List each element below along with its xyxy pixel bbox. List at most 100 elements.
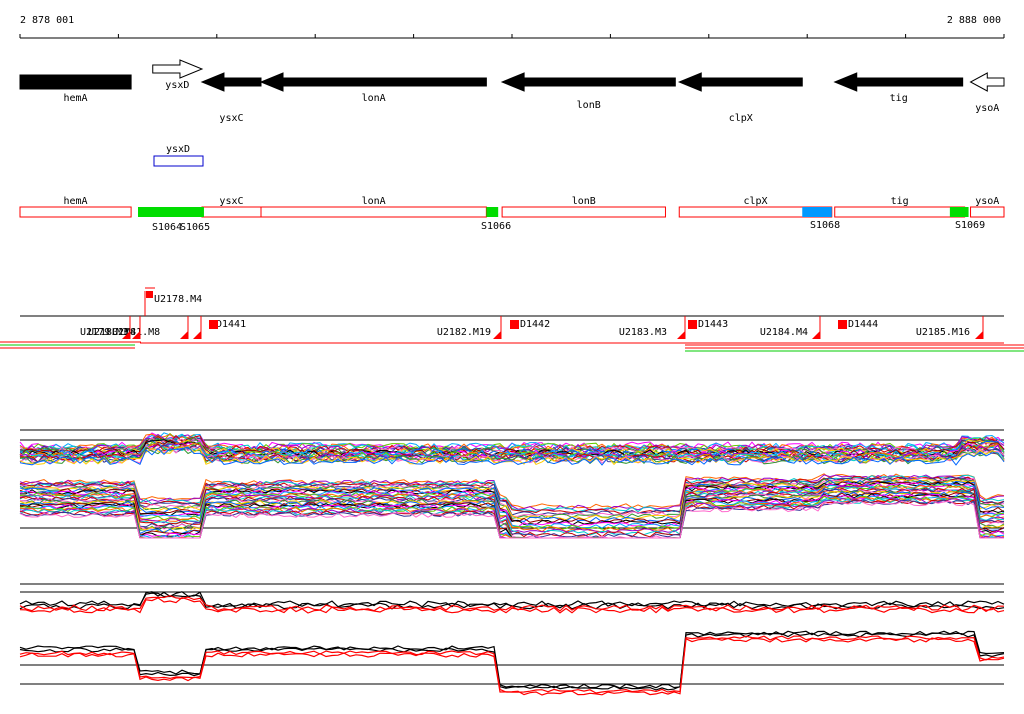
transcript-end-marker [132,331,140,339]
expr-series-lower [19,487,1005,538]
gene-label: ysxC [219,113,243,124]
separate-gene-box [153,155,204,167]
transcript-label: D1441 [216,319,246,330]
feature-label: S1068 [810,220,840,231]
expr-series-upper [19,446,1005,465]
segment-label: lonB [572,196,596,207]
transcript-label: U2180.M4 [88,327,136,338]
transcript-label: U2179.M3 [80,327,128,338]
segment-box-lonA [260,206,487,218]
feature-label: S1069 [955,220,985,231]
transcript-end-marker [193,331,201,339]
transcript-track: U2178.M4 U2179.M3U2180.M4U2181.M8D1441U2… [0,287,1024,352]
transcript-end-marker [975,331,983,339]
segment-label: lonA [362,196,386,207]
expr-series-upper [19,446,1005,466]
ruler: 2 878 001 2 888 000 [19,15,1005,39]
segment-label: ysoA [975,196,999,207]
gene-arrow-hemA [19,74,132,90]
expr-series-lower [19,478,1005,521]
transcript-start-marker [688,320,697,329]
ruler-end-label: 2 888 000 [947,15,1001,26]
transcript-label: D1443 [698,319,728,330]
transcript-label: D1442 [520,319,550,330]
transcript-top-label: U2178.M4 [154,294,202,305]
gene-arrow-ysxD [152,59,204,79]
expr-series-lower [19,488,1005,539]
separate-gene-track: ysxD [153,144,204,167]
summary-series-lower [19,630,1005,689]
transcript-label: D1444 [848,319,878,330]
transcript-end-marker [493,331,501,339]
summary-series-upper [19,597,1005,614]
gene-label: ysoA [975,103,999,114]
gene-label: tig [890,93,908,104]
expr-series-lower [19,476,1005,514]
ruler-ticks [19,34,1005,38]
segment-box-ysxC [201,206,262,218]
segment-box-hemA [19,206,132,218]
segment-box-lonB [501,206,666,218]
feature-box-S1065 [201,207,204,217]
expression-track-summary [19,583,1005,696]
expr-series-upper [19,439,1005,457]
expr-series-lower [19,484,1005,533]
expr-series-lower [19,485,1005,534]
transcript-label: U2184.M4 [760,327,808,338]
summary-series-lower [19,632,1005,691]
feature-bar-upstream [138,207,202,217]
feature-box-S1068 [802,207,832,217]
gene-label: hemA [64,93,88,104]
gene-label: lonB [577,100,601,111]
gene-label: lonA [362,93,386,104]
expr-series-upper [19,442,1005,462]
expression-track-multi [19,429,1005,539]
gene-arrow-ysoA [969,72,1005,92]
expr-series-lower [19,500,1004,539]
transcript-top-flag [146,291,153,298]
segment-label: hemA [64,196,88,207]
summary-series-upper [19,591,1005,608]
segment-label: tig [891,196,909,207]
expr-series-upper [19,446,1005,466]
transcript-end-marker [812,331,820,339]
feature-label: S1065 [180,222,210,233]
gene-arrow-clpX [677,72,803,92]
segment-label: clpX [743,196,767,207]
gene-track: hemA ysxD ysxC lonA lonB clpX tig ysoA [19,59,1005,124]
transcript-end-marker [180,331,188,339]
transcript-start-marker [838,320,847,329]
gene-arrow-lonB [500,72,676,92]
transcript-start-marker [510,320,519,329]
gene-arrow-lonA [259,72,487,92]
transcript-end-marker [122,331,130,339]
feature-box-S1066 [486,207,499,217]
gene-label: ysxD [165,80,189,91]
segment-box-tig [834,206,966,218]
expr-series-upper [19,433,1005,454]
transcript-label: U2181.M8 [112,327,160,338]
segment-box-ysoA [970,206,1005,218]
separate-gene-label: ysxD [166,144,190,155]
transcript-start-marker [209,320,218,329]
gene-arrow-tig [833,72,964,92]
expr-series-lower [19,473,1005,509]
transcript-label: U2185.M16 [916,327,970,338]
feature-box-S1069 [949,207,969,217]
transcript-lines [0,341,1024,352]
gene-arrow-ysxC [200,72,262,92]
summary-series-lower [19,637,1005,696]
transcript-label: U2183.M3 [619,327,667,338]
feature-label: S1064 [152,222,182,233]
gene-label: clpX [729,113,753,124]
transcript-end-marker [677,331,685,339]
expr-series-lower [19,480,1005,524]
ruler-start-label: 2 878 001 [20,15,74,26]
transcript-label: U2182.M19 [437,327,491,338]
feature-label: S1066 [481,221,511,232]
expr-series-lower [19,477,1005,518]
segment-label: ysxC [219,196,243,207]
